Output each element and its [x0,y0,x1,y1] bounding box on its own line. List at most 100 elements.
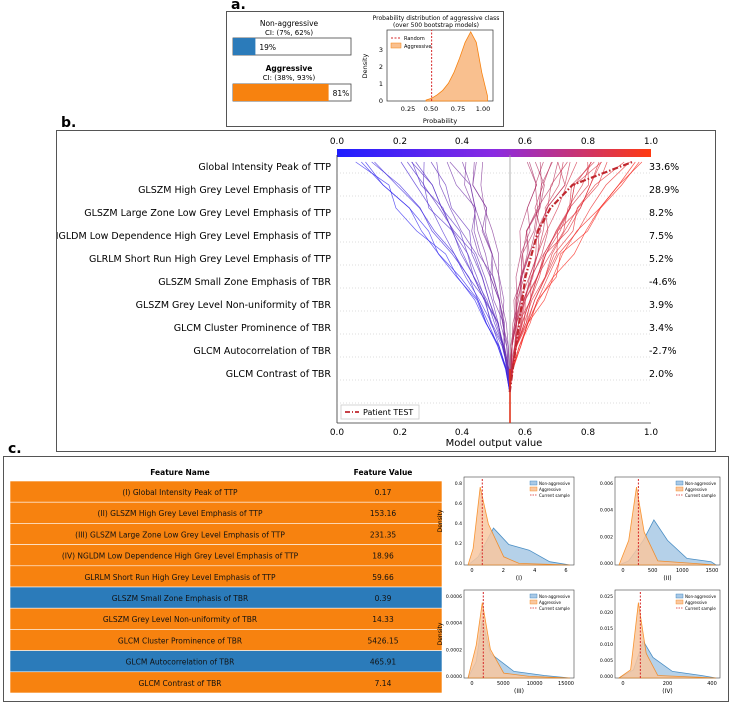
legend-random-label: Random [404,36,425,42]
x-tick: 10000 [527,681,543,687]
aggressive-ci: CI: (38%, 93%) [263,74,316,82]
feature-value: 0.39 [375,594,392,603]
patient-test-line [508,160,633,393]
y-tick: 0.020 [600,610,613,616]
x-tick: 15000 [558,681,574,687]
y-tick: 0.8 [455,481,462,487]
legend-label: Aggressive [685,487,707,492]
y-tick: 0.000 [600,674,613,680]
y-tick: 0.0002 [446,647,462,653]
density-ylabel: Density [361,53,369,78]
bottom-tick: 0.2 [393,428,407,438]
non-aggressive-value: 19% [259,43,276,52]
subplot-ylabel: Density [437,622,444,645]
legend-swatch [675,480,684,486]
sample-line [374,161,511,393]
panel-c: Feature Name Feature Value (I) Global In… [3,456,729,702]
top-tick: 0.2 [393,137,407,147]
feature-value: 5426.15 [367,636,398,645]
subplot-caption: (II) [663,575,671,582]
table-row: (IV) NGLDM Low Dependence High Grey Leve… [9,544,443,567]
sample-line [509,161,552,393]
feature-name: (III) GLSZM Large Zone Low Grey Level Em… [75,530,285,539]
sample-line [446,161,511,393]
subplot-caption: (IV) [662,688,673,695]
legend-swatch [529,480,538,486]
feature-percent: 28.9% [649,185,679,196]
y-tick: 0.010 [600,642,613,648]
sample-line [480,161,511,393]
x-tick: 4 [533,568,536,574]
sample-line [400,161,511,393]
non-aggressive-ci: CI: (7%, 62%) [265,29,313,37]
sample-line [472,161,511,393]
bottom-tick: 0.4 [455,428,470,438]
feature-labels: Global Intensity Peak of TTP GLSZM High … [51,162,332,380]
aggressive-bar [233,84,329,101]
density-xlabel: Probability [423,117,458,125]
y-tick: 0.0006 [446,594,462,600]
density-plot [425,30,488,102]
table-row: (II) GLSZM High Grey Level Emphasis of T… [9,501,443,524]
x-tick: 5000 [497,681,510,687]
feature-value: 0.17 [375,488,392,497]
bottom-tick: 0.8 [581,428,596,438]
non-aggressive-label: Non-aggressive [260,19,319,28]
feature-value: 465.91 [370,658,396,667]
feature-value: 18.96 [372,552,394,561]
legend-swatch [529,593,538,599]
sample-line [509,161,643,393]
sample-line [472,161,511,393]
feature-percent: 3.9% [649,300,673,311]
feature-percent: -2.7% [649,346,677,357]
feature-label: GLSZM Grey Level Non-uniformity of TBR [136,300,332,311]
sample-line [509,161,568,393]
sample-line [449,161,511,393]
aggressive-density [425,30,488,102]
aggressive-density [617,602,717,679]
x-tick: 1000 [676,568,689,574]
y-tick: 0.4 [455,521,462,527]
legend-swatch [529,486,538,492]
feature-table: (I) Global Intensity Peak of TTP 0.17 (II)… [9,480,443,694]
feature-name: GLSZM Grey Level Non-uniformity of TBR [103,615,257,624]
x-tick: 0 [470,568,473,574]
feature-label: GLRLM Short Run High Grey Level Emphasis… [89,254,331,265]
feature-value: 153.16 [370,509,396,518]
x-tick: 200 [663,681,673,687]
feature-name: GLCM Cluster Prominence of TBR [118,636,242,645]
top-tick: 0.8 [581,137,596,147]
sample-line [509,161,578,393]
feature-name: GLRLM Short Run High Grey Level Emphasis… [84,573,276,582]
feature-label: GLCM Autocorrelation of TBR [193,346,331,357]
table-row: GLSZM Grey Level Non-uniformity of TBR 14… [9,607,443,630]
feature-percent: 33.6% [649,162,679,173]
feature-label: GLCM Contrast of TBR [226,369,332,380]
legend-aggressive-label: Aggressive [404,44,431,50]
sample-line [509,161,564,393]
y-tick: 0.2 [455,541,462,547]
feature-label: NGLDM Low Dependence High Grey Level Emp… [57,231,331,242]
feature-name: (II) GLSZM High Grey Level Emphasis of T… [98,509,263,518]
table-row: GLSZM Small Zone Emphasis of TBR 0.39 [9,586,443,609]
legend-label: Current sample [539,493,570,498]
subplot-caption: (I) [516,575,522,582]
legend-aggressive-swatch [390,42,402,49]
y-tick: 0.6 [455,501,462,507]
feature-label: GLSZM High Grey Level Emphasis of TTP [138,185,331,196]
colorbar [337,149,651,157]
aggressive-density [467,602,571,679]
feature-percent: 7.5% [649,231,673,242]
legend-label: Current sample [685,606,716,611]
density-title-2: (over 500 bootstrap models) [393,22,479,29]
y-tick: 0.025 [600,594,613,600]
y-tick: 0.006 [600,481,613,487]
top-tick: 1.0 [644,137,659,147]
y-tick: 0.0 [455,561,462,567]
panel-a-chart: Non-aggressive CI: (7%, 62%) 19% Aggress… [232,15,499,125]
legend-label: Non-aggressive [539,481,571,486]
density-xtick: 1.00 [476,105,490,113]
panel-a-label: a. [231,0,246,13]
